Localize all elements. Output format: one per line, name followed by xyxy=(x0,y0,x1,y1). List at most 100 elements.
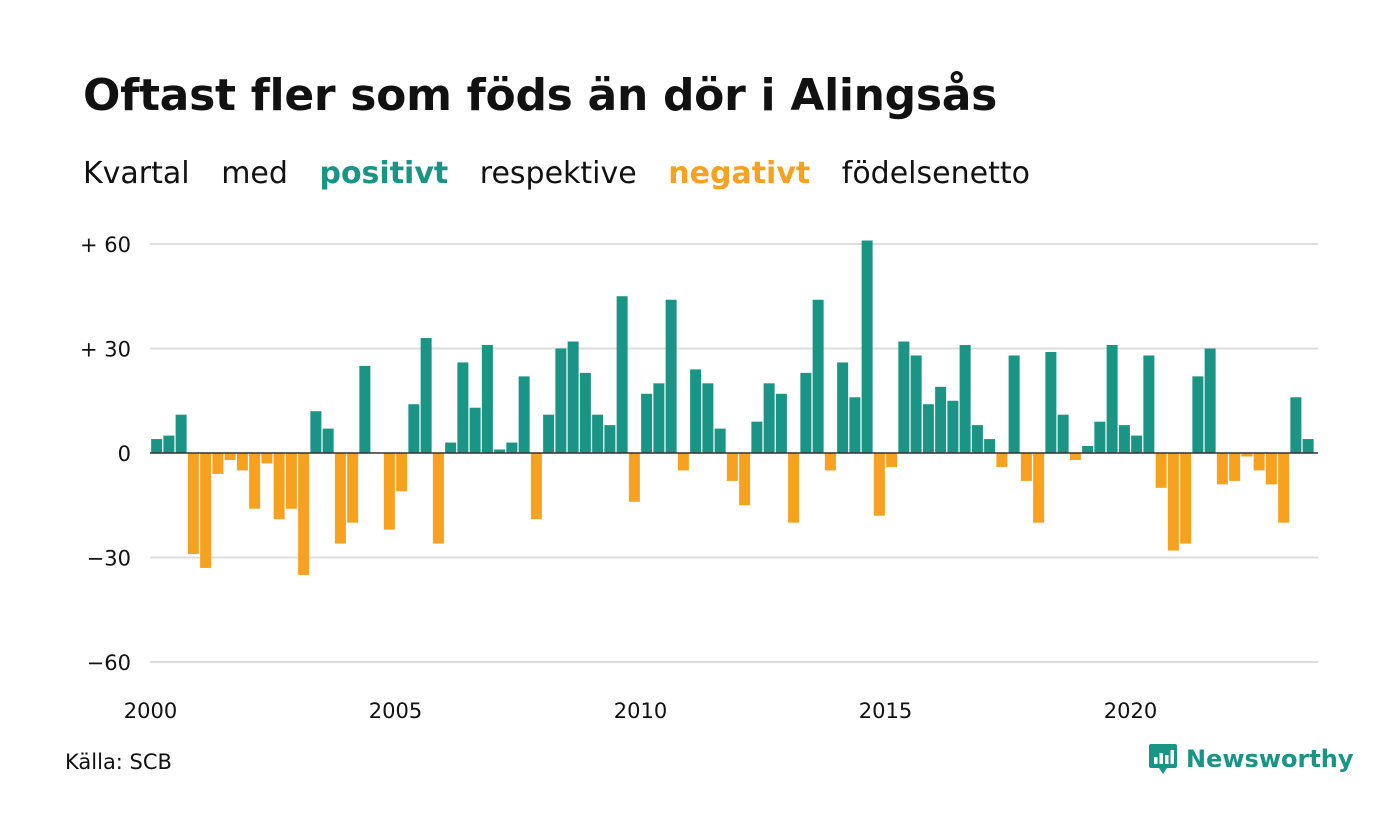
bar xyxy=(861,240,873,453)
bar xyxy=(1241,453,1253,457)
y-axis-labels: + 60 + 30 0 −30 −60 xyxy=(80,233,131,675)
bar xyxy=(1143,355,1155,453)
bar xyxy=(530,453,542,520)
subtitle-text: födelsenetto xyxy=(841,156,1030,191)
bar xyxy=(555,348,567,453)
bar xyxy=(432,453,444,544)
bar xyxy=(910,355,922,453)
bar xyxy=(151,439,163,453)
bar xyxy=(273,453,285,520)
bar xyxy=(616,296,628,453)
bar xyxy=(800,372,812,453)
bar xyxy=(567,341,579,453)
newsworthy-logo-icon xyxy=(1149,744,1177,774)
bar xyxy=(1082,446,1094,453)
bar xyxy=(763,383,775,453)
subtitle-negative-word: negativt xyxy=(668,156,811,191)
bar xyxy=(1278,453,1290,523)
bar xyxy=(1118,425,1130,453)
bar xyxy=(628,453,640,502)
bar xyxy=(506,442,518,453)
bar xyxy=(947,400,959,453)
bar xyxy=(200,453,212,568)
brand-name: Newsworthy xyxy=(1186,745,1354,773)
bar xyxy=(1033,453,1045,523)
bar xyxy=(1192,376,1204,453)
bar xyxy=(236,453,248,471)
bar xyxy=(984,439,996,453)
bar xyxy=(1167,453,1179,551)
bar xyxy=(285,453,297,509)
bar xyxy=(1106,345,1118,453)
bar xyxy=(383,453,395,530)
bar xyxy=(751,421,763,453)
y-tick-label: 0 xyxy=(118,442,131,466)
bar xyxy=(579,372,591,453)
chart-title: Oftast fler som föds än dör i Alingsås xyxy=(83,70,998,121)
bar xyxy=(1216,453,1228,485)
bar xyxy=(690,369,702,453)
bar xyxy=(249,453,261,509)
bar xyxy=(347,453,359,523)
bar xyxy=(1069,453,1081,460)
y-tick-label: −30 xyxy=(87,547,131,571)
bar xyxy=(1155,453,1167,488)
bar xyxy=(788,453,800,523)
subtitle-positive-word: positivt xyxy=(319,156,449,191)
x-tick-label: 2020 xyxy=(1104,699,1157,723)
y-tick-label: + 60 xyxy=(80,233,131,257)
bar xyxy=(873,453,885,516)
bar xyxy=(641,393,653,453)
bar xyxy=(592,414,604,453)
bar xyxy=(886,453,898,467)
bar xyxy=(714,428,726,453)
bar xyxy=(445,442,457,453)
bar xyxy=(775,393,787,453)
bar xyxy=(163,435,175,453)
bar xyxy=(1057,414,1069,453)
bar xyxy=(310,411,322,453)
bar xyxy=(494,449,506,453)
bar xyxy=(334,453,346,544)
bar-chart: + 60 + 30 0 −30 −60 2000 2005 2010 2015 2020 xyxy=(80,233,1318,723)
bar xyxy=(739,453,751,506)
bar xyxy=(1131,435,1143,453)
y-tick-label: −60 xyxy=(87,651,131,675)
x-tick-label: 2000 xyxy=(124,699,177,723)
bar xyxy=(996,453,1008,467)
y-tick-label: + 30 xyxy=(80,338,131,362)
bar xyxy=(469,407,481,453)
bar xyxy=(1180,453,1192,544)
bar xyxy=(824,453,836,471)
bar xyxy=(812,299,824,453)
bar xyxy=(518,376,530,453)
x-axis-labels: 2000 2005 2010 2015 2020 xyxy=(124,699,1157,723)
bar xyxy=(653,383,665,453)
brand-logo: Newsworthy xyxy=(1148,742,1354,776)
bar xyxy=(1045,351,1057,453)
bar xyxy=(420,338,432,453)
bar xyxy=(1229,453,1241,481)
bar xyxy=(837,362,849,453)
bar xyxy=(212,453,224,474)
x-tick-label: 2010 xyxy=(614,699,667,723)
bar xyxy=(898,341,910,453)
bar xyxy=(935,386,947,453)
bar xyxy=(702,383,714,453)
bar xyxy=(1094,421,1106,453)
bars xyxy=(151,240,1314,575)
bar xyxy=(1253,453,1265,471)
bar xyxy=(1020,453,1032,481)
bar xyxy=(1290,397,1302,453)
subtitle-text: respektive xyxy=(479,156,637,191)
x-tick-label: 2005 xyxy=(369,699,422,723)
chart-subtitle: Kvartal med positivt respektive negativt… xyxy=(83,156,1052,191)
bar xyxy=(457,362,469,453)
subtitle-text: Kvartal xyxy=(83,156,190,191)
bar xyxy=(971,425,983,453)
bar xyxy=(922,404,934,453)
bar xyxy=(677,453,689,471)
bar xyxy=(849,397,861,453)
bar xyxy=(396,453,408,492)
subtitle-text: med xyxy=(221,156,288,191)
